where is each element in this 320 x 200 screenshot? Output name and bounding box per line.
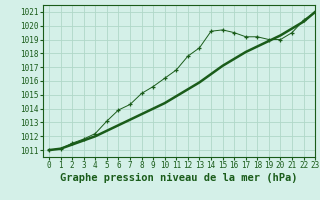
X-axis label: Graphe pression niveau de la mer (hPa): Graphe pression niveau de la mer (hPa) [60, 173, 298, 183]
